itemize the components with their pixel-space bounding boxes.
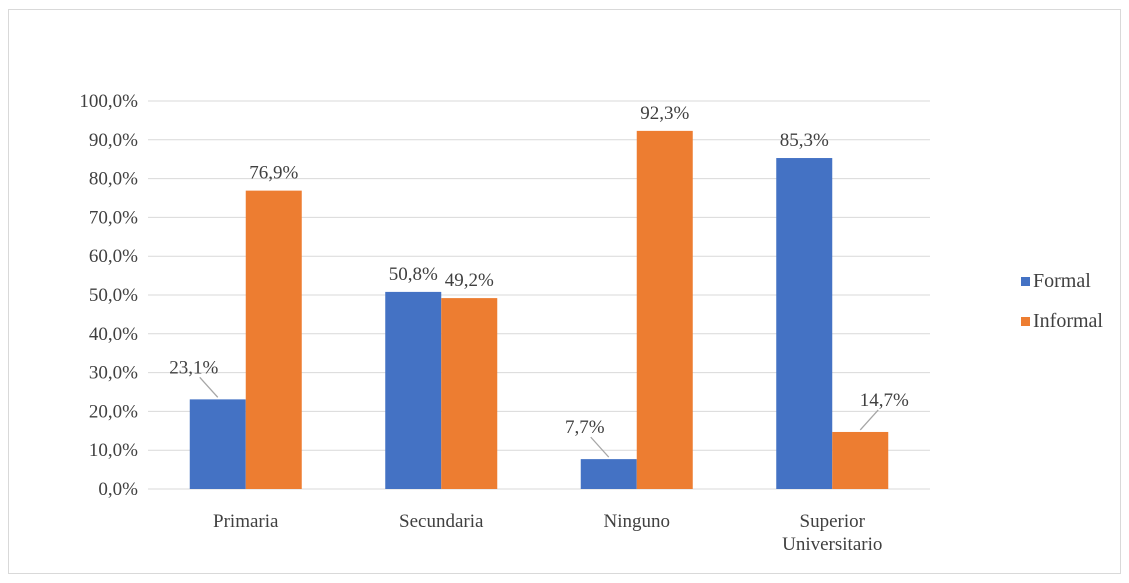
- y-tick-label: 70,0%: [89, 207, 138, 228]
- data-label: 14,7%: [860, 390, 909, 411]
- y-tick-label: 80,0%: [89, 169, 138, 190]
- bar-formal: [385, 291, 442, 489]
- y-tick-label: 60,0%: [89, 246, 138, 267]
- leader-line: [859, 409, 879, 431]
- legend-label-informal: Informal: [1033, 309, 1103, 332]
- x-tick-label: Ninguno: [604, 511, 671, 532]
- leader-line: [199, 376, 219, 398]
- legend-item-formal: Formal: [1021, 267, 1103, 295]
- data-label: 7,7%: [565, 417, 605, 438]
- y-tick-label: 30,0%: [89, 363, 138, 384]
- x-tick-label: Superior: [800, 511, 866, 532]
- legend: Formal Informal: [1021, 267, 1103, 347]
- leader-lines: [199, 376, 879, 458]
- y-tick-label: 40,0%: [89, 324, 138, 345]
- x-tick-label: Universitario: [782, 534, 882, 555]
- data-labels: 23,1% 76,9% 50,8% 49,2% 7,7% 92,3% 85,3% 14,7%: [169, 103, 909, 438]
- x-tick-label: Secundaria: [399, 511, 484, 532]
- data-label: 85,3%: [780, 130, 829, 151]
- bar-formal: [580, 459, 637, 489]
- bars: [189, 130, 889, 490]
- bar-informal: [441, 298, 498, 489]
- y-tick-label: 10,0%: [89, 440, 138, 461]
- bar-informal: [636, 130, 693, 489]
- data-label: 23,1%: [169, 357, 218, 378]
- bar-informal: [832, 431, 889, 489]
- y-tick-label: 20,0%: [89, 401, 138, 422]
- data-label: 49,2%: [445, 270, 494, 291]
- bar-formal: [189, 399, 246, 489]
- bar-formal: [776, 158, 833, 489]
- legend-item-informal: Informal: [1021, 307, 1103, 335]
- bar-informal: [245, 190, 302, 490]
- x-tick-label: Primaria: [213, 511, 279, 532]
- x-axis-category-labels: Primaria Secundaria Ninguno SuperiorUnivers…: [213, 511, 882, 555]
- leader-line: [590, 436, 610, 458]
- legend-swatch-formal: [1021, 276, 1030, 286]
- data-label: 76,9%: [249, 163, 298, 184]
- data-label: 92,3%: [640, 103, 689, 124]
- y-tick-label: 0,0%: [98, 479, 138, 500]
- y-tick-label: 90,0%: [89, 130, 138, 151]
- legend-swatch-informal: [1021, 316, 1030, 326]
- data-label: 50,8%: [389, 264, 438, 285]
- y-tick-label: 100,0%: [79, 91, 138, 112]
- y-axis-tick-labels: 0,0% 10,0% 20,0% 30,0% 40,0% 50,0% 60,0% 70,0% 8…: [79, 91, 138, 500]
- legend-label-formal: Formal: [1033, 269, 1091, 292]
- y-tick-label: 50,0%: [89, 285, 138, 306]
